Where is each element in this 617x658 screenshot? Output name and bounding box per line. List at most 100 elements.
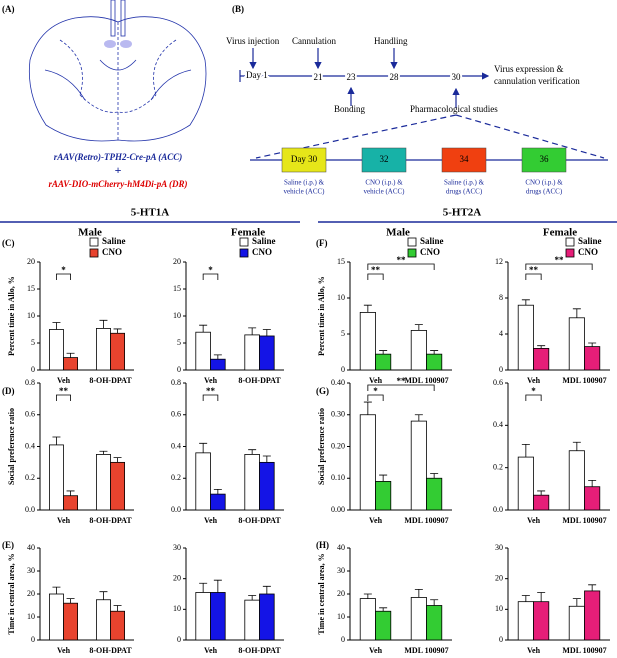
- legend-swatch: [239, 237, 249, 247]
- bar: [195, 592, 211, 641]
- error-bar: [248, 595, 257, 601]
- y-tick-label: 5: [341, 329, 345, 338]
- y-tick-label: 0: [177, 365, 181, 374]
- bar: [533, 601, 550, 641]
- panel-label: (E): [2, 540, 14, 550]
- error-bar: [414, 414, 423, 422]
- bar: [568, 450, 585, 511]
- box-caption: vehicle (ACC): [363, 188, 405, 196]
- y-tick-label: 0.2: [25, 473, 35, 482]
- y-tick-label: 40: [337, 543, 345, 552]
- error-bar: [52, 586, 61, 594]
- sig-label: **: [371, 265, 381, 275]
- y-tick-label: 30: [27, 566, 35, 575]
- y-tick-label: 10: [337, 293, 345, 302]
- y-tick-label: 5: [177, 338, 181, 347]
- sig-label: **: [397, 376, 407, 386]
- y-tick-label: 0.30: [331, 410, 345, 419]
- y-tick-label: 20: [27, 589, 35, 598]
- y-tick-label: 15: [337, 257, 345, 266]
- receptor: 5-HT2A: [443, 207, 482, 219]
- bar: [96, 454, 111, 511]
- bar: [410, 420, 427, 511]
- legend-swatch: [407, 248, 417, 258]
- error-bar: [99, 450, 108, 455]
- x-tick-label: 8-OH-DPAT: [89, 516, 132, 525]
- panel-label: (F): [316, 238, 328, 248]
- bar: [533, 494, 550, 511]
- event: Pharmacological studies: [410, 104, 498, 114]
- panel-label: (C): [2, 238, 15, 248]
- error-bar: [52, 436, 61, 445]
- day-box: [441, 147, 487, 173]
- sig-label: *: [373, 386, 378, 396]
- bar: [63, 357, 79, 371]
- bar: [195, 452, 211, 511]
- y-tick-label: 0.2: [493, 462, 503, 471]
- day: 23: [347, 72, 357, 82]
- y-axis-label: Social preference ratio: [7, 408, 16, 485]
- error-bar: [363, 593, 372, 599]
- event: Handling: [374, 36, 408, 46]
- event: Virus injection: [226, 36, 280, 46]
- bar: [568, 605, 585, 641]
- y-tick-label: 10: [27, 612, 35, 621]
- error-bar: [588, 342, 597, 347]
- bar: [375, 481, 392, 511]
- bar: [210, 592, 226, 641]
- error-bar: [521, 443, 530, 458]
- error-bar: [521, 595, 530, 602]
- error-bar: [248, 327, 257, 335]
- y-tick-label: 20: [27, 257, 35, 266]
- x-tick-label: Veh: [369, 376, 383, 385]
- sex: Male: [78, 227, 102, 239]
- error-bar: [414, 324, 423, 331]
- y-axis-label: Time in central area, %: [317, 553, 326, 634]
- bar: [359, 414, 376, 511]
- error-bar: [588, 584, 597, 591]
- y-tick-label: 5: [31, 338, 35, 347]
- y-tick-label: 15: [173, 284, 181, 293]
- error-bar: [363, 304, 372, 313]
- y-tick-label: 0.8: [171, 378, 181, 387]
- y-tick-label: 30: [337, 566, 345, 575]
- legend-label: Saline: [578, 236, 602, 246]
- bar: [259, 593, 275, 641]
- box-caption: Saline (i.p.) &: [444, 179, 485, 187]
- sig-label: **: [529, 265, 539, 275]
- brain-schematic: [29, 0, 207, 142]
- sig-label: *: [61, 265, 66, 275]
- error-bar: [213, 579, 222, 593]
- error-bar: [363, 401, 372, 415]
- bar: [375, 610, 392, 641]
- x-tick-label: Veh: [527, 646, 541, 655]
- x-tick-label: MDL 100907: [562, 646, 606, 655]
- day: Day 1: [246, 70, 268, 80]
- y-tick-label: 10: [173, 604, 181, 613]
- y-tick-label: 0.2: [171, 473, 181, 482]
- bar: [96, 328, 111, 371]
- panel-label: (H): [316, 540, 329, 550]
- day: 21: [314, 72, 323, 82]
- error-bar: [113, 457, 122, 463]
- x-tick-label: Veh: [369, 646, 383, 655]
- box-caption: drugs (ACC): [526, 188, 563, 196]
- x-tick-label: MDL 100907: [404, 376, 448, 385]
- sig-bracket: [367, 263, 435, 270]
- y-tick-label: 20: [173, 257, 181, 266]
- bar: [210, 493, 226, 511]
- x-tick-label: Veh: [527, 376, 541, 385]
- bar: [517, 456, 534, 511]
- y-tick-label: 0.8: [25, 378, 35, 387]
- error-bar: [430, 350, 439, 355]
- sex: Female: [543, 227, 577, 239]
- sig-label: *: [531, 386, 536, 396]
- virus-label: rAAV(Retro)-TPH2-Cre-pA (ACC): [54, 152, 183, 162]
- legend-swatch: [89, 237, 99, 247]
- y-tick-label: 0.6: [25, 410, 35, 419]
- day-box-label: 34: [460, 154, 470, 164]
- sig-bracket: [367, 384, 435, 391]
- y-tick-label: 0.00: [331, 505, 345, 514]
- y-tick-label: 30: [495, 543, 503, 552]
- error-bar: [537, 592, 546, 602]
